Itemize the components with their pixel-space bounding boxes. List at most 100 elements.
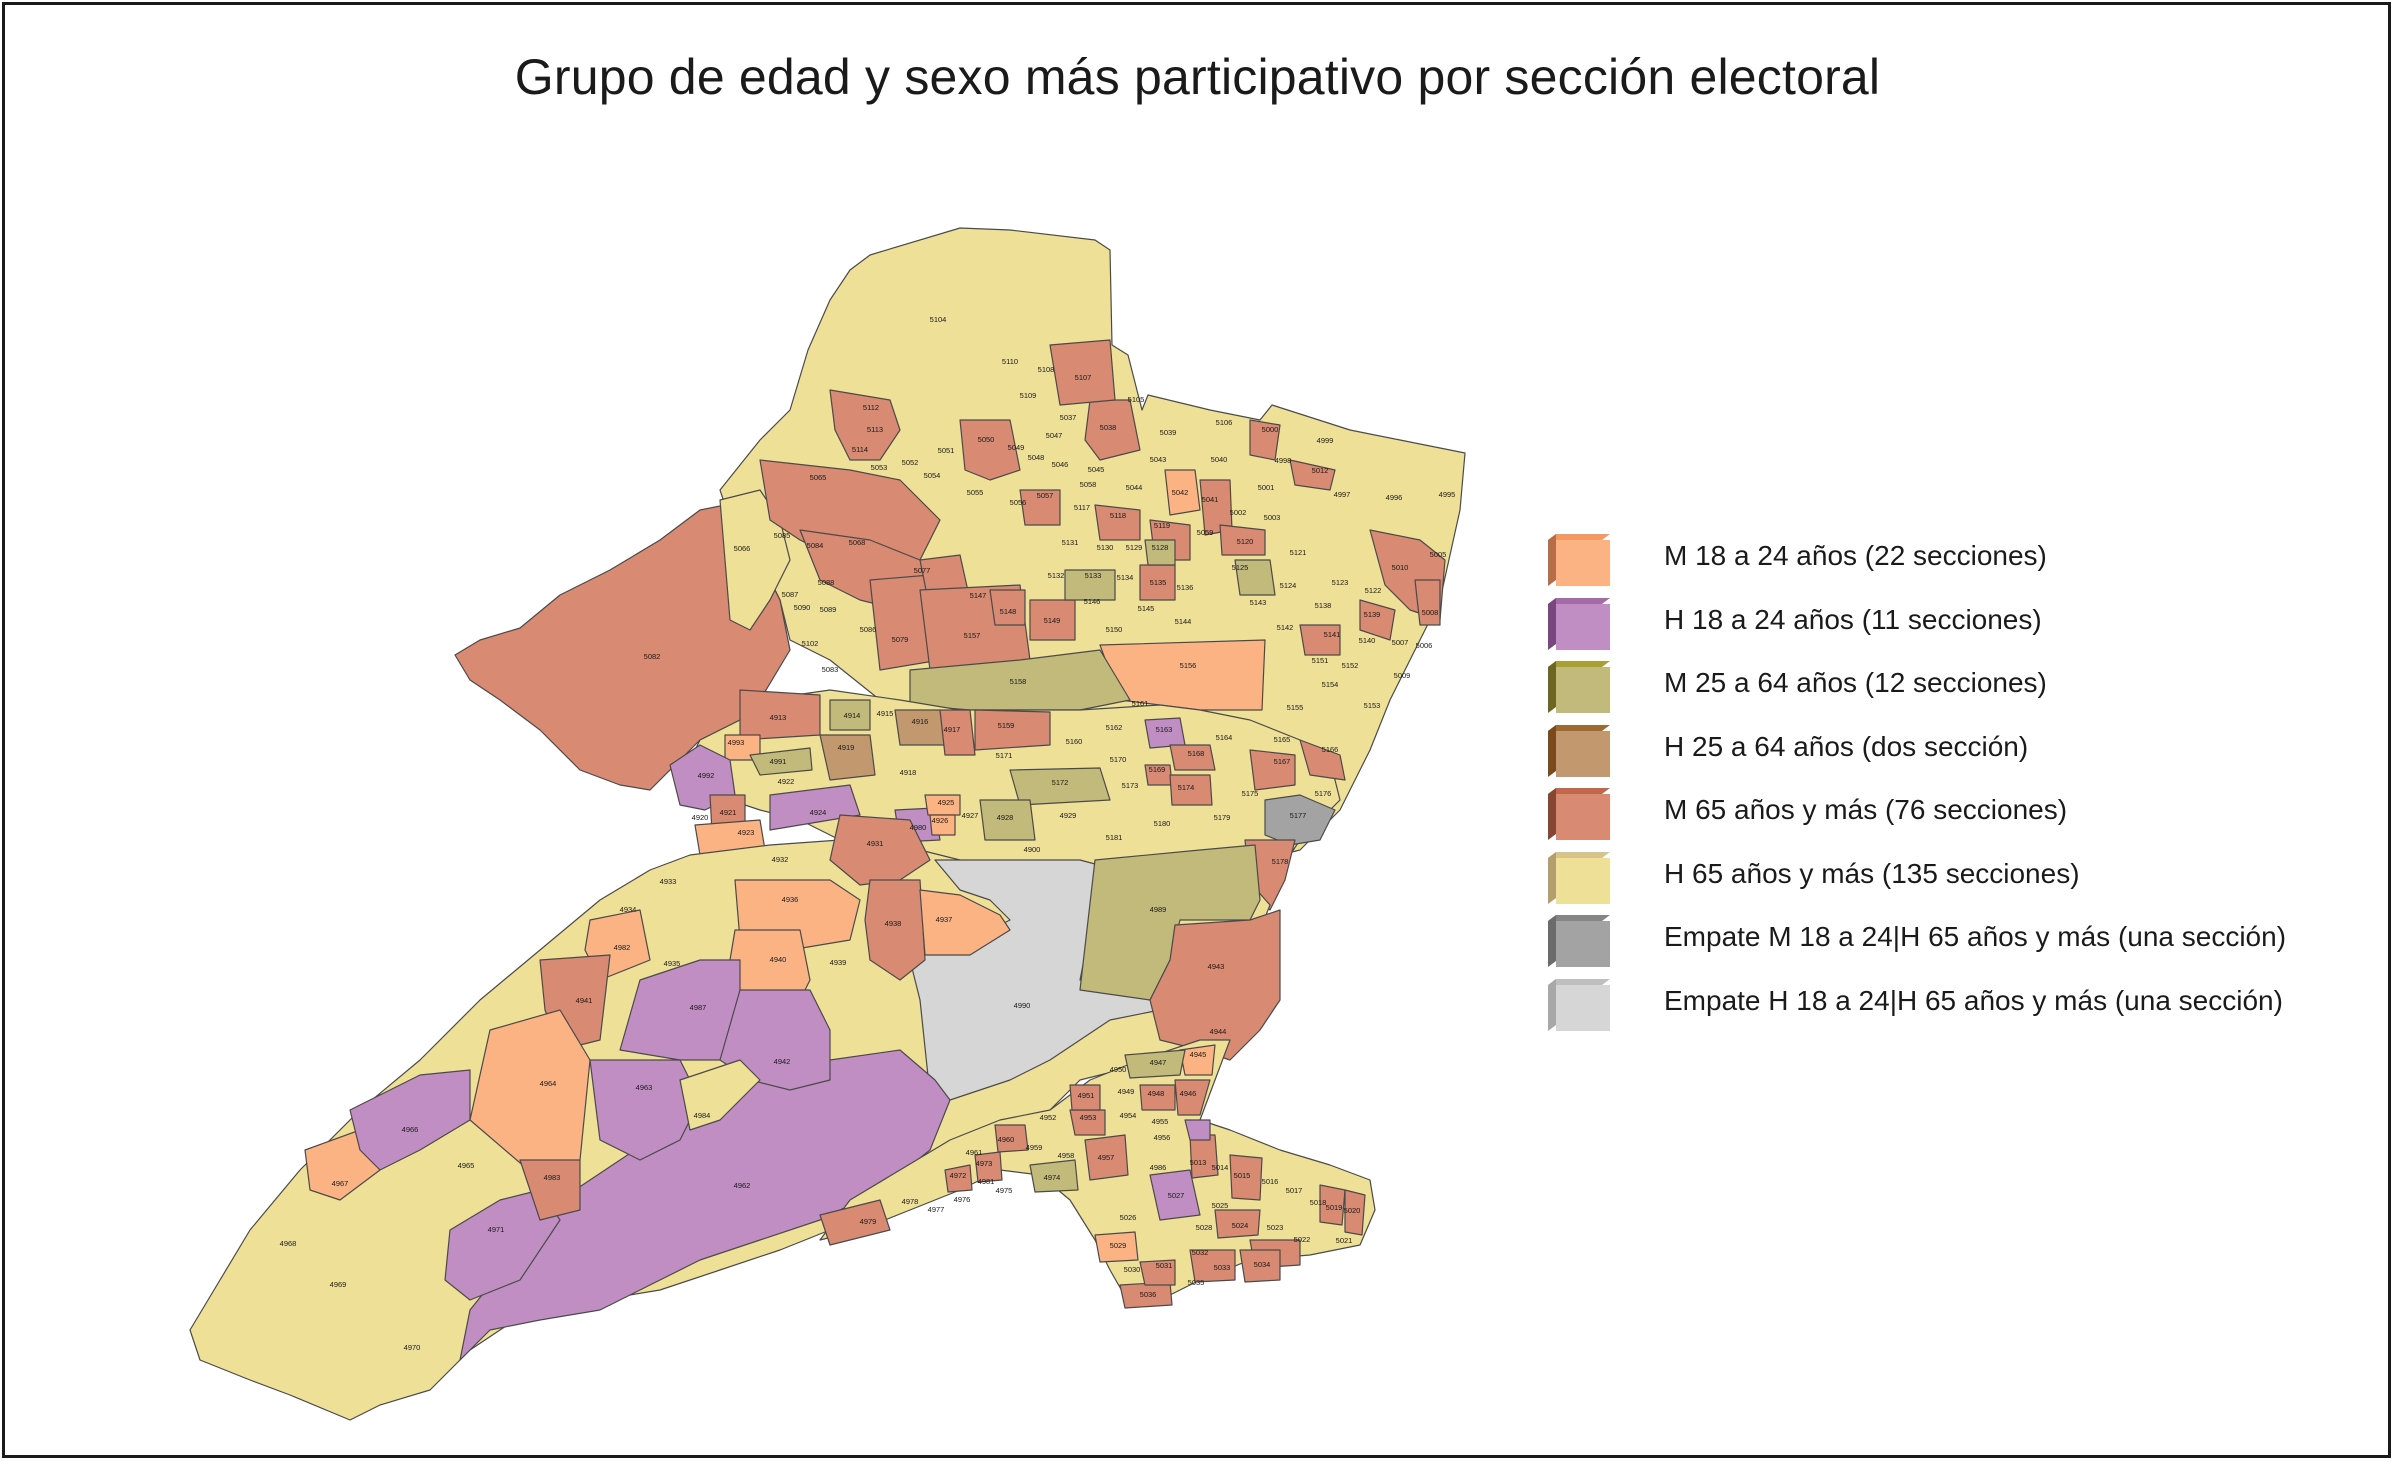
region-4925 xyxy=(924,794,961,816)
region-5168 xyxy=(1169,744,1216,771)
section-label-4972: 4972 xyxy=(950,1171,967,1180)
section-label-5110: 5110 xyxy=(1002,357,1018,366)
section-label-4941: 4941 xyxy=(576,996,593,1005)
section-label-5171: 5171 xyxy=(996,751,1013,760)
section-label-5030: 5030 xyxy=(1124,1265,1141,1274)
section-label-5135: 5135 xyxy=(1150,578,1167,587)
section-label-5146: 5146 xyxy=(1084,597,1101,606)
section-label-5034: 5034 xyxy=(1254,1260,1271,1269)
section-label-5001: 5001 xyxy=(1258,483,1275,492)
section-label-4936: 4936 xyxy=(782,895,799,904)
region-5032 xyxy=(1189,1249,1236,1283)
region-5133 xyxy=(1064,569,1116,601)
section-label-5122: 5122 xyxy=(1365,586,1382,595)
section-label-5039: 5039 xyxy=(1160,428,1177,437)
section-label-5107: 5107 xyxy=(1075,373,1092,382)
section-label-5018: 5018 xyxy=(1310,1198,1327,1207)
section-label-4954: 4954 xyxy=(1120,1111,1137,1120)
region-5012 xyxy=(1289,459,1336,491)
section-label-5108: 5108 xyxy=(1038,365,1055,374)
section-label-4947: 4947 xyxy=(1150,1058,1167,1067)
section-label-5046: 5046 xyxy=(1052,460,1069,469)
section-label-5123: 5123 xyxy=(1332,578,1349,587)
section-label-5050: 5050 xyxy=(978,435,995,444)
section-label-4987: 4987 xyxy=(690,1003,707,1012)
region-5166 xyxy=(1299,739,1346,781)
section-label-5059: 5059 xyxy=(1197,528,1214,537)
section-label-4923: 4923 xyxy=(738,828,755,837)
legend-swatch-empate1 xyxy=(1548,915,1610,967)
section-label-5179: 5179 xyxy=(1214,813,1231,822)
section-label-4943: 4943 xyxy=(1208,962,1225,971)
section-label-5033: 5033 xyxy=(1214,1263,1231,1272)
section-label-5131: 5131 xyxy=(1062,538,1079,547)
region-4974 xyxy=(1029,1159,1079,1193)
region-4924 xyxy=(769,784,861,831)
section-label-5008: 5008 xyxy=(1422,608,1439,617)
region-5167 xyxy=(1249,749,1296,791)
region-5008 xyxy=(1414,579,1441,626)
section-label-5005: 5005 xyxy=(1430,550,1447,559)
section-label-4938: 4938 xyxy=(885,919,902,928)
legend-swatch-m25 xyxy=(1548,661,1610,713)
section-label-4996: 4996 xyxy=(1386,493,1403,502)
section-label-4957: 4957 xyxy=(1098,1153,1115,1162)
section-label-5156: 5156 xyxy=(1180,661,1197,670)
section-label-5177: 5177 xyxy=(1290,811,1307,820)
section-label-4986: 4986 xyxy=(1150,1163,1167,1172)
section-label-5016: 5016 xyxy=(1262,1177,1279,1186)
section-label-4942: 4942 xyxy=(774,1057,791,1066)
region-5128 xyxy=(1144,539,1176,566)
section-label-5149: 5149 xyxy=(1044,616,1061,625)
section-label-5160: 5160 xyxy=(1066,737,1083,746)
section-label-5037: 5037 xyxy=(1060,413,1077,422)
region-4914 xyxy=(829,699,871,731)
section-label-5056: 5056 xyxy=(1010,498,1027,507)
section-label-5031: 5031 xyxy=(1156,1261,1173,1270)
section-label-4971: 4971 xyxy=(488,1225,505,1234)
section-label-5086: 5086 xyxy=(860,625,877,634)
section-label-5153: 5153 xyxy=(1364,701,1381,710)
region-5015 xyxy=(1229,1154,1263,1201)
legend-item: Empate M 18 a 24|H 65 años y más (una se… xyxy=(1548,911,2368,975)
section-label-4977: 4977 xyxy=(928,1205,945,1214)
section-label-4944: 4944 xyxy=(1210,1027,1227,1036)
section-label-5054: 5054 xyxy=(924,471,941,480)
region-5141 xyxy=(1299,624,1341,656)
section-label-4978: 4978 xyxy=(902,1197,919,1206)
region-4979 xyxy=(819,1199,891,1246)
legend-swatch-h25 xyxy=(1548,724,1610,777)
legend: M 18 a 24 años (22 secciones) H 18 a 24 … xyxy=(1548,530,2368,1038)
region-4963 xyxy=(589,1059,701,1161)
section-label-5083: 5083 xyxy=(822,665,839,674)
section-label-5068: 5068 xyxy=(849,538,866,547)
region-5120 xyxy=(1219,524,1266,556)
section-label-4984: 4984 xyxy=(694,1111,711,1120)
section-label-5120: 5120 xyxy=(1237,537,1254,546)
section-label-5138: 5138 xyxy=(1315,601,1332,610)
section-label-5003: 5003 xyxy=(1264,513,1281,522)
region-5112 xyxy=(829,389,901,461)
section-label-5065: 5065 xyxy=(810,473,827,482)
region-5020 xyxy=(1344,1189,1366,1236)
section-label-4948: 4948 xyxy=(1148,1089,1165,1098)
section-label-5024: 5024 xyxy=(1232,1221,1249,1230)
section-label-5152: 5152 xyxy=(1342,661,1359,670)
section-label-5049: 5049 xyxy=(1008,443,1025,452)
section-label-5022: 5022 xyxy=(1294,1235,1311,1244)
section-label-5169: 5169 xyxy=(1149,765,1166,774)
section-label-5053: 5053 xyxy=(871,463,888,472)
section-label-4959: 4959 xyxy=(1026,1143,1043,1152)
section-label-5117: 5117 xyxy=(1074,503,1090,512)
section-label-5045: 5045 xyxy=(1088,465,1105,474)
region-4957 xyxy=(1084,1134,1129,1181)
section-label-5167: 5167 xyxy=(1274,757,1291,766)
section-label-5158: 5158 xyxy=(1010,677,1027,686)
section-label-5173: 5173 xyxy=(1122,781,1139,790)
region-5033 xyxy=(1139,1259,1176,1286)
section-label-4917: 4917 xyxy=(944,725,961,734)
section-label-5077: 5077 xyxy=(914,566,931,575)
section-label-4958: 4958 xyxy=(1058,1151,1075,1160)
section-label-4920: 4920 xyxy=(692,813,709,822)
section-label-5175: 5175 xyxy=(1242,789,1259,798)
